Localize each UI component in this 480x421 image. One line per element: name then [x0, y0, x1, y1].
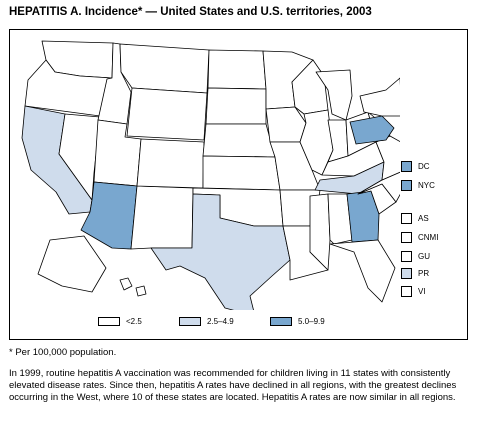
map-frame: [9, 29, 468, 340]
territory-cnmi: CNMI: [401, 232, 438, 243]
editorial-note: In 1999, routine hepatitis A vaccination…: [9, 368, 457, 403]
legend-label: 5.0–9.9: [298, 317, 325, 326]
territory-swatch: [401, 251, 412, 262]
state-ia: [265, 106, 307, 143]
footnote: * Per 100,000 population.: [9, 347, 117, 358]
legend-item-low: <2.5: [98, 317, 142, 326]
us-map: [21, 40, 400, 310]
legend-item-high: 5.0–9.9: [270, 317, 325, 326]
state-nd: [207, 49, 267, 90]
state-ms: [309, 193, 331, 271]
territory-gu: GU: [401, 251, 430, 262]
state-ks: [202, 155, 281, 191]
state-pa: [349, 115, 395, 145]
state-co: [136, 138, 205, 189]
state-nv: [58, 113, 101, 201]
territory-swatch: [401, 286, 412, 297]
territory-label: PR: [418, 269, 430, 278]
territory-vi: VI: [401, 286, 426, 297]
legend-swatch: [179, 317, 201, 326]
legend-label: 2.5–4.9: [207, 317, 234, 326]
territory-pr: PR: [401, 268, 429, 279]
territory-label: VI: [418, 287, 426, 296]
state-sd: [205, 87, 267, 125]
state-il: [299, 109, 334, 176]
state-hi: [119, 277, 147, 297]
legend-label: <2.5: [126, 317, 142, 326]
territory-label: GU: [418, 252, 430, 261]
state-wy: [126, 87, 208, 141]
territory-swatch: [401, 180, 412, 191]
territory-dc: DC: [401, 161, 430, 172]
legend-swatch: [270, 317, 292, 326]
state-al: [327, 193, 353, 245]
territory-nyc: NYC: [401, 180, 435, 191]
territory-swatch: [401, 213, 412, 224]
territory-swatch: [401, 161, 412, 172]
territory-label: DC: [418, 162, 430, 171]
territory-label: CNMI: [418, 233, 439, 242]
territory-label: NYC: [418, 181, 435, 190]
territory-label: AS: [418, 214, 429, 223]
state-ny: [359, 77, 400, 117]
state-ne: [202, 123, 276, 158]
map-title: HEPATITIS A. Incidence* — United States …: [9, 6, 372, 18]
territory-as: AS: [401, 213, 429, 224]
state-tx: [150, 193, 291, 310]
legend-swatch: [98, 317, 120, 326]
state-nm: [130, 185, 194, 250]
territory-swatch: [401, 232, 412, 243]
state-mt: [119, 43, 210, 94]
state-ak: [37, 235, 107, 293]
territory-swatch: [401, 268, 412, 279]
legend-item-mid: 2.5–4.9: [179, 317, 234, 326]
state-fl: [329, 239, 396, 303]
